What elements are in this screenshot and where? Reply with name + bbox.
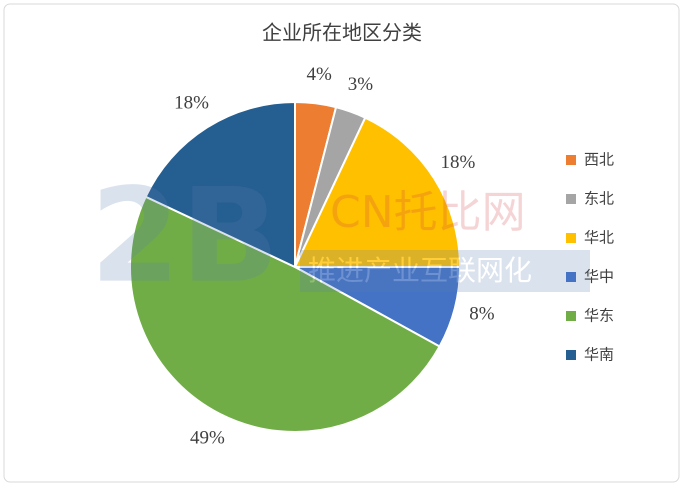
legend-swatch — [566, 311, 576, 321]
legend-label: 东北 — [584, 190, 614, 208]
legend-label: 华中 — [584, 268, 614, 286]
watermark-text: 2B — [90, 160, 280, 312]
legend-swatch — [566, 233, 576, 243]
legend-label: 华北 — [584, 229, 614, 247]
data-label: 3% — [348, 74, 374, 95]
legend-swatch — [566, 155, 576, 165]
data-label: 18% — [174, 92, 209, 113]
pie-slice — [293, 116, 462, 268]
pie-slice — [144, 100, 296, 269]
chart-title: 企业所在地区分类 — [262, 21, 422, 45]
data-label: 4% — [307, 64, 333, 85]
legend-swatch — [566, 194, 576, 204]
watermark-text: CN托比网 — [330, 187, 526, 238]
data-label: 18% — [441, 152, 476, 173]
data-label: 8% — [469, 303, 495, 324]
legend-label: 华东 — [584, 307, 614, 325]
legend-label: 华南 — [584, 346, 614, 364]
legend-label: 西北 — [584, 151, 614, 169]
data-label: 49% — [190, 427, 225, 448]
legend-swatch — [566, 272, 576, 282]
watermark-band — [300, 250, 590, 292]
pie-slice — [129, 195, 441, 433]
legend-swatch — [566, 350, 576, 360]
watermark: 2B CN托比网 推进产业互联网化 — [90, 160, 590, 312]
pie — [129, 100, 462, 433]
watermark-text: 推进产业互联网化 — [308, 254, 532, 287]
